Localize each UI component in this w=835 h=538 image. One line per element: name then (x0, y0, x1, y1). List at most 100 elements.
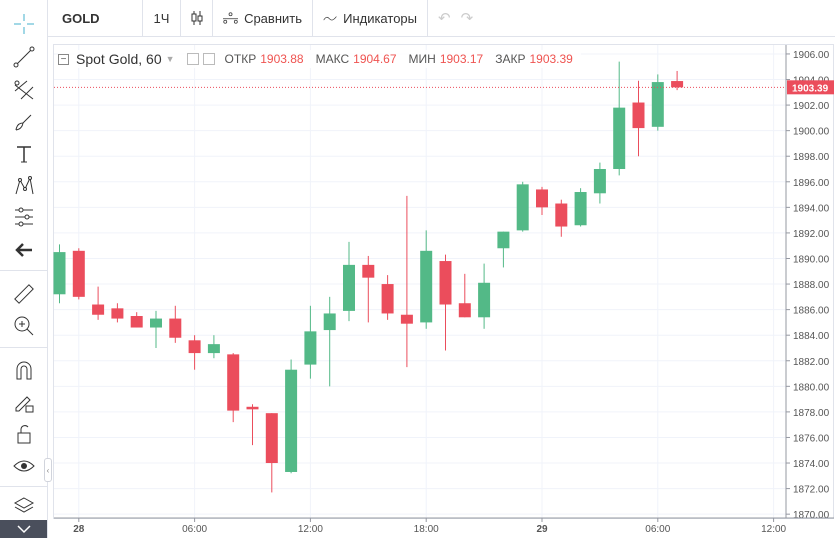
magnet-icon[interactable] (12, 358, 36, 382)
last-price-tag (787, 80, 834, 95)
sidebar-divider (0, 347, 47, 348)
candle-body-down (381, 284, 394, 314)
low-label: МИН (408, 52, 436, 66)
candle-body-up (613, 107, 626, 170)
candle-body-down (555, 203, 568, 227)
y-tick-label: 1906.00 (793, 50, 830, 61)
indicators-icon (323, 16, 337, 21)
interval-label: 1Ч (153, 10, 170, 26)
indicators-button[interactable]: Индикаторы (313, 0, 428, 37)
redo-icon[interactable]: ↷ (460, 10, 474, 27)
candle-body-down (536, 189, 548, 208)
x-tick-label: 12:00 (298, 524, 323, 535)
open-value: 1903.88 (260, 52, 304, 66)
y-tick-label: 1896.00 (793, 178, 830, 189)
candle-body-up (53, 252, 66, 295)
y-tick-label: 1886.00 (793, 306, 830, 317)
candle-body-up (651, 82, 664, 127)
y-tick-label: 1882.00 (793, 357, 830, 368)
sidebar-collapse-handle[interactable]: ‹ (44, 458, 52, 482)
candle-body-down (362, 264, 375, 278)
plot-area (54, 45, 786, 518)
fib-icon[interactable] (12, 78, 36, 102)
top-toolbar: GOLD 1Ч Сравнить Индикаторы ↶ ↷ (0, 0, 835, 37)
y-tick-label: 1900.00 (793, 127, 830, 138)
last-price-label: 1903.39 (792, 83, 829, 94)
undo-icon[interactable]: ↶ (438, 10, 451, 27)
y-tick-label: 1898.00 (793, 152, 830, 163)
candle-body-up (304, 331, 317, 365)
y-tick-label: 1880.00 (793, 382, 830, 393)
legend-title: Spot Gold, 60 (76, 51, 162, 67)
candle-body-down (439, 261, 452, 305)
candle-body-up (285, 369, 298, 472)
candle-body-down (265, 413, 278, 464)
candle-body-down (227, 354, 240, 411)
y-tick-label: 1876.00 (793, 433, 830, 444)
x-tick-label: 06:00 (645, 524, 670, 535)
candle-body-down (188, 340, 201, 354)
compare-button[interactable]: Сравнить (213, 0, 313, 37)
symbol-search[interactable]: GOLD (0, 0, 143, 37)
sidebar-divider (0, 486, 47, 487)
chevron-down-icon (16, 525, 31, 534)
candles-icon (191, 11, 202, 25)
candle-body-down (169, 318, 182, 338)
high-value: 1904.67 (353, 52, 397, 66)
symbol-label: GOLD (62, 10, 100, 26)
zoom-in-icon[interactable] (12, 314, 36, 338)
candle-body-up (420, 250, 433, 323)
brush-icon[interactable] (12, 110, 36, 134)
sidebar-expand-button[interactable] (0, 520, 47, 538)
ruler-icon[interactable] (12, 282, 36, 306)
chart-legend: − Spot Gold, 60 ▼ ОТКР 1903.88 МАКС 1904… (58, 50, 581, 68)
legend-dropdown-icon[interactable]: ▼ (165, 54, 175, 64)
candle-body-up (323, 313, 336, 331)
lock-drawing-icon[interactable] (12, 390, 36, 414)
undo-redo-group: ↶ ↷ (428, 0, 484, 37)
y-tick-label: 1878.00 (793, 408, 830, 419)
compare-label: Сравнить (244, 10, 302, 26)
y-tick-label: 1884.00 (793, 331, 830, 342)
candle-body-up (574, 192, 587, 226)
candle-body-up (478, 282, 491, 318)
candle-body-up (593, 169, 606, 194)
candle-body-down (111, 308, 124, 319)
open-label: ОТКР (224, 52, 257, 66)
x-tick-label: 12:00 (761, 524, 786, 535)
drawing-toolbar (0, 0, 48, 538)
x-tick-label: 29 (536, 524, 548, 535)
candle-body-down (632, 102, 645, 129)
y-tick-label: 1874.00 (793, 459, 830, 470)
y-tick-label: 1890.00 (793, 254, 830, 265)
collapse-legend-icon[interactable]: − (58, 53, 69, 65)
candle-body-down (92, 304, 105, 315)
y-tick-label: 1870.00 (793, 510, 830, 521)
x-tick-label: 18:00 (414, 524, 439, 535)
y-tick-label: 1892.00 (793, 229, 830, 240)
y-tick-label: 1888.00 (793, 280, 830, 291)
low-value: 1903.17 (439, 52, 484, 66)
interval-button[interactable]: 1Ч (143, 0, 181, 37)
candle-body-up (516, 184, 529, 231)
indicators-label: Индикаторы (343, 10, 417, 26)
chart-type-button[interactable] (181, 0, 213, 37)
layers-icon[interactable] (12, 494, 36, 518)
close-icon[interactable] (202, 53, 215, 65)
y-tick-label: 1872.00 (793, 485, 830, 496)
eye-icon[interactable] (12, 454, 36, 478)
text-icon[interactable] (12, 142, 36, 166)
pattern-icon[interactable] (12, 174, 36, 198)
x-tick-label: 28 (73, 524, 85, 535)
crosshair-icon[interactable] (12, 12, 36, 36)
unlock-icon[interactable] (12, 422, 36, 446)
measure-icon[interactable] (12, 205, 36, 229)
trend-line-icon[interactable] (12, 45, 36, 69)
candle-body-up (497, 231, 510, 249)
candle-body-down (671, 81, 684, 88)
x-tick-label: 06:00 (182, 524, 207, 535)
settings-icon[interactable] (186, 53, 199, 65)
candle-body-up (150, 318, 162, 328)
back-arrow-icon[interactable] (12, 238, 36, 262)
